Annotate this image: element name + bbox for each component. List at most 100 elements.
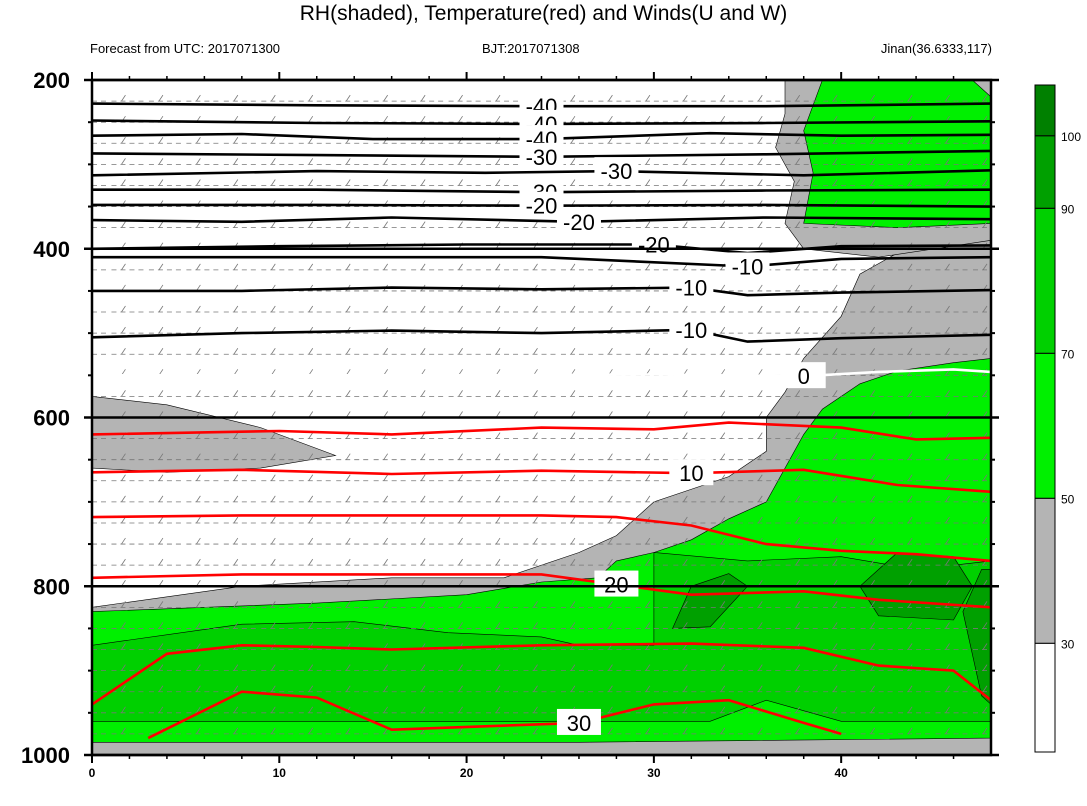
wind-barb-flag bbox=[645, 453, 651, 460]
wind-barb-flag bbox=[383, 495, 388, 503]
wind-barb-flag bbox=[270, 622, 276, 629]
wind-barb-flag bbox=[907, 516, 913, 524]
wind-barb-flag bbox=[458, 453, 463, 460]
wind-barb-flag bbox=[345, 453, 351, 460]
colorbar-swatch bbox=[1034, 84, 1056, 137]
wind-barb-flag bbox=[570, 432, 576, 439]
wind-barb-flag bbox=[982, 390, 988, 397]
wind-barb-flag bbox=[645, 727, 651, 735]
wind-barb-flag bbox=[196, 326, 201, 334]
wind-barb-flag bbox=[533, 685, 538, 692]
wind-barb-flag bbox=[907, 347, 913, 355]
wind-barb-flag bbox=[345, 179, 351, 186]
x-tick-label: 0 bbox=[89, 766, 96, 780]
wind-barb-flag bbox=[757, 453, 763, 460]
wind-barb-flag bbox=[196, 706, 201, 714]
wind-barb-flag bbox=[795, 558, 801, 566]
wind-barb-flag bbox=[84, 137, 88, 143]
wind-barb-flag bbox=[608, 622, 613, 629]
wind-barb-flag bbox=[233, 474, 239, 482]
wind-barb-flag bbox=[720, 305, 726, 313]
wind-barb-flag bbox=[383, 664, 388, 671]
wind-barb-flag bbox=[683, 664, 688, 671]
contour-label-box bbox=[556, 207, 601, 234]
wind-barb-flag bbox=[84, 601, 88, 607]
wind-barb-flag bbox=[570, 622, 576, 629]
wind-barb-flag bbox=[196, 94, 201, 102]
wind-barb-flag bbox=[870, 643, 875, 650]
wind-barb-flag bbox=[420, 263, 426, 271]
contour-label: -30 bbox=[601, 159, 633, 184]
wind-barb-flag bbox=[383, 221, 388, 228]
wind-barb-flag bbox=[982, 495, 988, 503]
wind-barb-flag bbox=[495, 495, 501, 503]
wind-barb-flag bbox=[84, 201, 88, 207]
wind-barb-flag bbox=[383, 94, 388, 102]
wind-barb-flag bbox=[720, 347, 726, 355]
wind-barb-flag bbox=[270, 158, 276, 165]
wind-barb-flag bbox=[945, 305, 950, 313]
wind-barb-flag bbox=[832, 179, 838, 186]
wind-barb-flag bbox=[233, 685, 239, 692]
wind-barb-flag bbox=[907, 727, 913, 735]
wind-barb-flag bbox=[308, 390, 314, 397]
wind-barb-flag bbox=[757, 558, 763, 566]
wind-barb-flag bbox=[683, 727, 688, 735]
wind-barb-flag bbox=[720, 685, 726, 692]
contour-label-box bbox=[669, 273, 714, 300]
wind-barb-flag bbox=[795, 474, 801, 482]
wind-barb-flag bbox=[795, 390, 801, 397]
wind-barb-flag bbox=[233, 453, 239, 460]
wind-barb-flag bbox=[795, 179, 801, 186]
wind-barb-flag bbox=[270, 727, 276, 735]
wind-barb-flag bbox=[420, 516, 426, 524]
wind-barb-flag bbox=[420, 305, 426, 313]
wind-barb-flag bbox=[570, 601, 576, 608]
wind-barb-flag bbox=[982, 94, 988, 102]
wind-barb-flag bbox=[907, 221, 913, 228]
wind-barb-flag bbox=[608, 137, 613, 144]
wind-barb-flag bbox=[870, 706, 875, 714]
wind-barb-flag bbox=[982, 263, 988, 271]
wind-barb-flag bbox=[158, 221, 164, 228]
wind-barb-flag bbox=[495, 347, 501, 355]
wind-barb-flag bbox=[720, 558, 726, 566]
wind-barb-flag bbox=[233, 158, 239, 165]
wind-barb-flag bbox=[158, 537, 164, 545]
wind-barb-flag bbox=[533, 495, 538, 503]
wind-barb-flag bbox=[757, 305, 763, 313]
colorbar-swatch bbox=[1034, 207, 1056, 354]
wind-barb-flag bbox=[720, 94, 726, 102]
wind-barb-flag bbox=[196, 305, 201, 313]
wind-barb-flag bbox=[121, 158, 126, 165]
wind-barb-flag bbox=[907, 305, 913, 313]
wind-barb-flag bbox=[121, 727, 126, 735]
wind-barb-flag bbox=[270, 432, 276, 439]
wind-barb-flag bbox=[608, 305, 613, 313]
wind-barb-flag bbox=[345, 516, 351, 524]
wind-barb-flag bbox=[832, 158, 838, 165]
wind-barb-flag bbox=[832, 664, 838, 671]
wind-barb-flag bbox=[795, 305, 801, 313]
wind-barb-flag bbox=[533, 474, 538, 482]
wind-barb-flag bbox=[795, 326, 801, 334]
temperature-contour bbox=[92, 514, 991, 563]
wind-barb-flag bbox=[158, 516, 164, 524]
wind-barb-flag bbox=[945, 558, 950, 566]
wind-barb-flag bbox=[832, 115, 838, 123]
wind-barb-flag bbox=[982, 643, 988, 650]
wind-barb-flag bbox=[308, 179, 314, 186]
wind-barb-flag bbox=[608, 537, 613, 545]
wind-barb-flag bbox=[832, 601, 838, 608]
wind-barb-flag bbox=[121, 622, 126, 629]
wind-barb-flag bbox=[533, 453, 538, 460]
wind-barb-flag bbox=[608, 474, 613, 482]
wind-barb-flag bbox=[945, 347, 950, 355]
wind-barb-flag bbox=[233, 347, 239, 355]
wind-barb-flag bbox=[795, 221, 801, 228]
wind-barb-flag bbox=[570, 390, 576, 397]
wind-barb-flag bbox=[945, 94, 950, 102]
wind-barb-flag bbox=[495, 263, 501, 271]
wind-barb-flag bbox=[907, 643, 913, 650]
wind-barb-flag bbox=[645, 115, 651, 123]
